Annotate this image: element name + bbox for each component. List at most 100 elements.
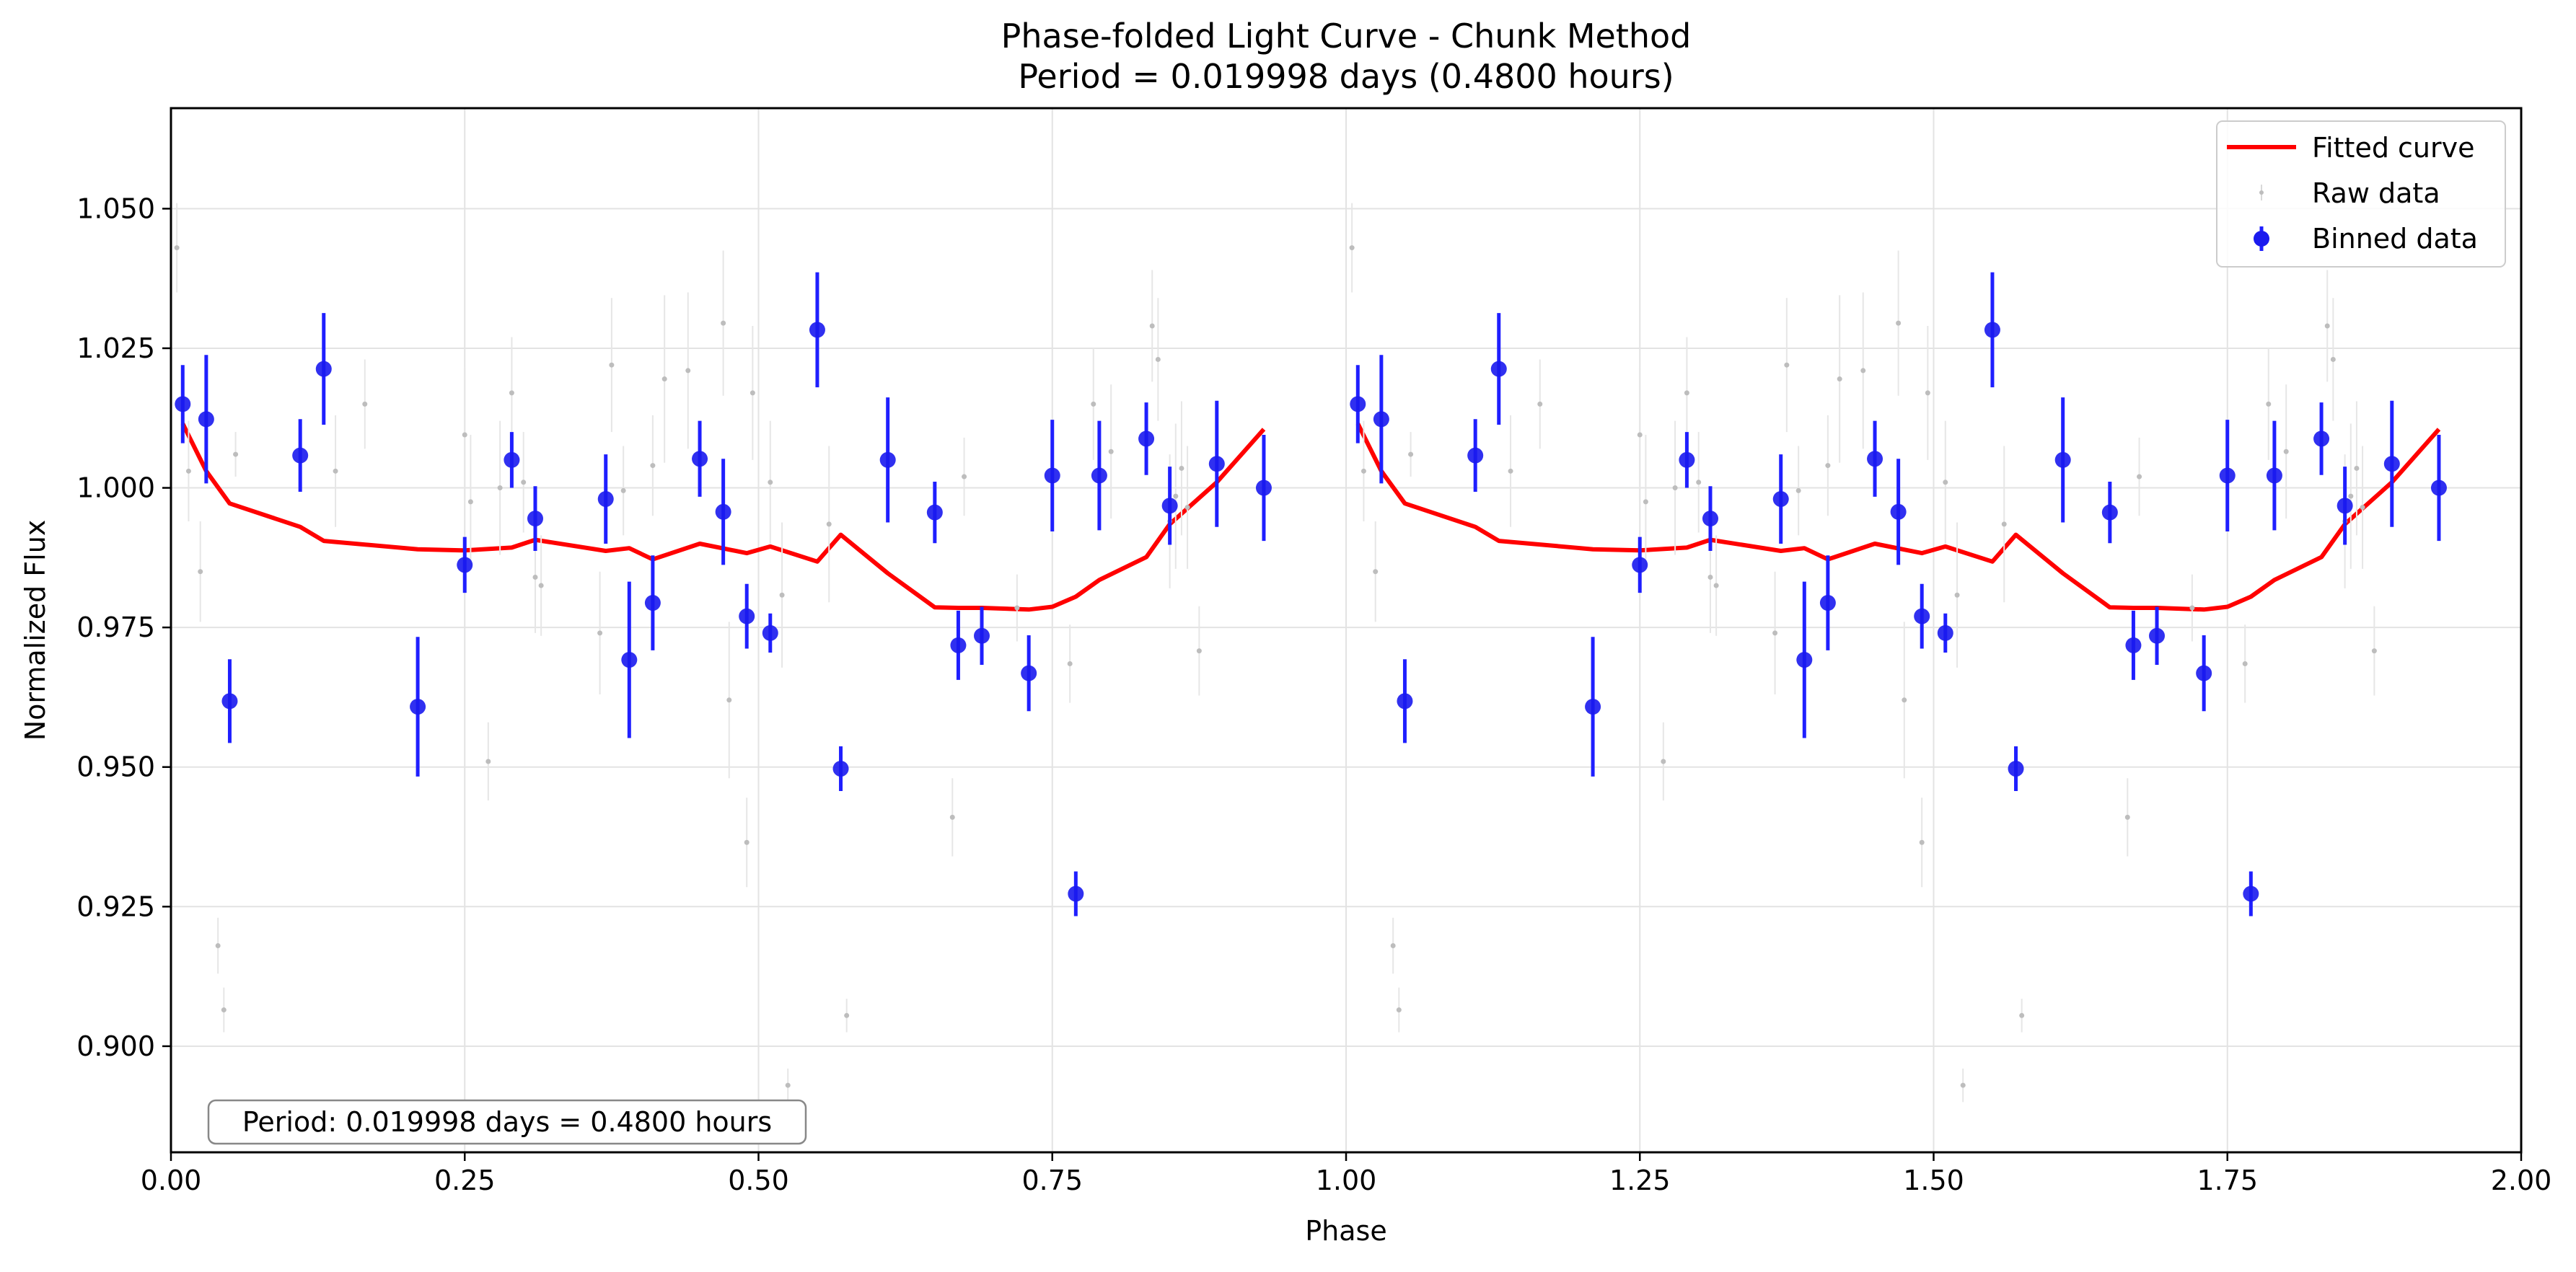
raw-data-point — [215, 942, 221, 948]
binned-data-point — [762, 624, 778, 641]
binned-data-point — [1890, 503, 1907, 520]
raw-data-point — [1860, 368, 1866, 374]
binned-data-point — [2313, 430, 2330, 447]
raw-data-point — [609, 362, 615, 368]
legend-binned-data-swatch — [2254, 231, 2269, 247]
binned-data-point — [315, 361, 332, 377]
raw-data-point — [333, 468, 338, 474]
raw-data-point — [1067, 661, 1073, 666]
raw-data-point — [233, 451, 239, 457]
raw-data-point — [1396, 1007, 1402, 1013]
y-tick-label: 0.925 — [76, 891, 155, 922]
y-tick-label: 0.950 — [76, 751, 155, 783]
raw-data-point — [1155, 356, 1161, 362]
raw-data-point — [1091, 401, 1096, 407]
binned-data-point — [527, 511, 543, 527]
binned-data-point — [1819, 595, 1836, 611]
binned-data-point — [1138, 430, 1155, 447]
y-tick-label: 1.050 — [76, 193, 155, 224]
y-tick-label: 0.900 — [76, 1030, 155, 1062]
raw-data-point — [2189, 605, 2195, 611]
raw-data-point — [485, 759, 491, 764]
grid-lines — [170, 108, 2522, 1152]
binned-data-point — [2266, 467, 2282, 484]
raw-data-point — [1108, 449, 1114, 454]
raw-data-point — [1661, 759, 1666, 764]
raw-data-point — [1772, 630, 1778, 636]
chart-title: Phase-folded Light Curve - Chunk Method — [1001, 17, 1692, 56]
binned-data-point — [1044, 467, 1060, 484]
raw-data-point — [2360, 505, 2365, 511]
raw-data-point — [198, 569, 203, 575]
raw-data-point — [538, 583, 544, 588]
binned-data-point — [1373, 411, 1389, 428]
y-tick-label: 0.975 — [76, 611, 155, 643]
binned-data-point — [715, 503, 731, 520]
raw-data-point — [1637, 432, 1643, 438]
raw-data-point — [1390, 942, 1396, 948]
raw-data-point — [1149, 323, 1155, 329]
raw-data-point — [1837, 376, 1842, 382]
binned-data-point — [739, 608, 755, 624]
raw-data-point — [1919, 839, 1925, 845]
binned-data-point — [2243, 885, 2259, 902]
binned-data-point — [2383, 456, 2400, 472]
raw-data-point — [785, 1082, 791, 1088]
raw-data-point — [1902, 697, 1907, 703]
binned-data-point — [1984, 322, 2000, 338]
fitted-curve-line — [1355, 423, 2441, 612]
binned-data-point — [1255, 480, 1272, 496]
x-tick-label: 1.25 — [1609, 1165, 1671, 1196]
legend: Fitted curve Raw data Binned data — [2216, 120, 2506, 268]
raw-data-point — [1954, 592, 1960, 598]
raw-data-point — [1643, 499, 1648, 505]
binned-data-point — [621, 652, 638, 668]
binned-data-point — [1702, 511, 1718, 527]
raw-data-point — [1713, 583, 1719, 588]
raw-data-point — [1373, 569, 1379, 575]
raw-data-point — [2019, 1012, 2025, 1018]
chart-subtitle: Period = 0.019998 days (0.4800 hours) — [1018, 57, 1674, 96]
raw-data-point — [768, 480, 773, 485]
x-tick-label: 1.75 — [2197, 1165, 2258, 1196]
binned-data-point — [457, 557, 473, 573]
binned-data-point — [1585, 699, 1601, 715]
binned-data-point — [1161, 498, 1178, 514]
raw-data-point — [1014, 605, 1020, 611]
binned-data-point — [692, 451, 708, 467]
raw-data-point — [1179, 465, 1184, 471]
raw-data-point — [1825, 463, 1831, 469]
raw-data-point — [174, 245, 180, 251]
binned-data-point — [198, 411, 214, 428]
period-annotation-text: Period: 0.019998 days = 0.4800 hours — [242, 1106, 772, 1138]
binned-data-point — [1772, 491, 1789, 508]
binned-data-point — [2219, 467, 2236, 484]
binned-data-point — [1867, 451, 1883, 467]
raw-data-point — [1684, 390, 1689, 396]
raw-data-point — [2266, 401, 2272, 407]
fitted-curve-layer — [180, 423, 2441, 612]
raw-data-point — [1349, 245, 1355, 251]
raw-data-point — [2330, 356, 2336, 362]
x-tick-label: 0.25 — [434, 1165, 496, 1196]
y-axis-ticks: 0.900 0.925 0.950 0.975 1.000 1.025 1.050 — [76, 193, 171, 1062]
binned-data-point — [1679, 451, 1695, 468]
raw-data-point — [949, 814, 955, 820]
x-tick-label: 2.00 — [2491, 1165, 2552, 1196]
binned-data-point — [1467, 447, 1484, 464]
raw-data-point — [2137, 474, 2142, 480]
legend-raw-data-label: Raw data — [2312, 177, 2440, 209]
binned-data-point — [2054, 451, 2071, 468]
raw-data-point — [462, 432, 467, 438]
binned-data-point — [175, 396, 191, 412]
legend-raw-data-swatch — [2259, 190, 2264, 195]
raw-data-point — [362, 401, 368, 407]
binned-data-point — [2149, 627, 2166, 644]
raw-data-point — [1173, 493, 1179, 499]
binned-data-point — [1208, 456, 1225, 472]
raw-data-point — [521, 480, 527, 485]
binned-data-point — [2125, 637, 2142, 653]
binned-data-point — [2008, 761, 2024, 777]
x-axis-label: Phase — [1305, 1215, 1386, 1247]
